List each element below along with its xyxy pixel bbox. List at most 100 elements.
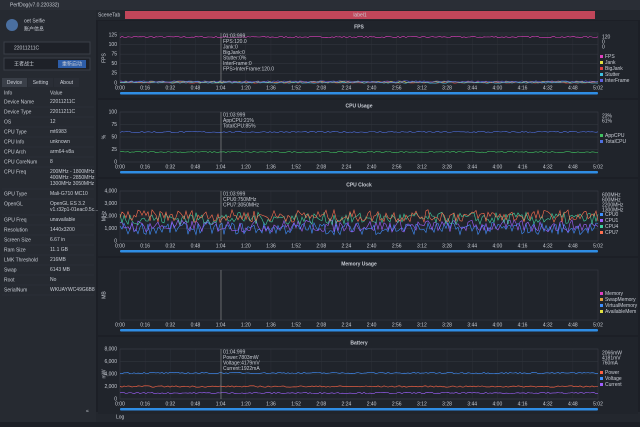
info-value: OpenGL ES 3.2 v1.r32p1-01eac0.5c... [50,201,98,213]
scrollbar[interactable] [120,92,598,95]
x-tick-label: 3:12 [417,401,427,407]
x-tick-label: 1:20 [241,243,251,249]
current-value: 2066mW [602,350,622,356]
tab[interactable] [28,78,53,87]
x-tick-label: 4:00 [493,322,503,328]
y-tick-label: 100 [109,42,118,48]
legend-swatch [600,383,603,386]
x-tick-label: 2:08 [316,322,326,328]
current-value: 4181mV [602,355,621,361]
info-key: Screen Size [4,237,31,243]
info-value: unavailable [50,217,76,223]
legend-swatch [600,304,603,307]
info-value: 8 [50,159,53,165]
scrollbar[interactable] [120,408,598,411]
x-tick-label: 1:36 [266,401,276,407]
axis-unit: % [101,134,107,139]
legend-label: VirtualMemory [605,303,638,309]
x-tick-label: 4:00 [493,85,503,91]
collapse-icon[interactable]: « [86,408,89,414]
x-tick-label: 4:32 [543,401,553,407]
x-tick-label: 1:04 [216,164,226,170]
legend-label: Stutter [605,72,620,78]
x-tick-label: 0:00 [115,243,125,249]
x-tick-label: 2:08 [316,401,326,407]
axis-unit: MHz [101,210,107,221]
tooltip-line: Voltage:4179mV [223,360,260,366]
info-key: Resolution [4,227,28,233]
legend-label: InterFrame [605,78,630,84]
axis-unit: mW [101,369,107,378]
x-tick-label: 2:56 [392,322,402,328]
info-key: Ram Size [4,247,26,253]
x-tick-label: 4:48 [568,243,578,249]
tab[interactable] [54,78,79,87]
x-tick-label: 2:56 [392,243,402,249]
scrollbar[interactable] [120,171,598,174]
x-tick-label: 2:08 [316,85,326,91]
tab[interactable] [2,78,27,87]
scrollbar[interactable] [120,250,598,253]
info-key: OS [4,119,12,125]
x-tick-label: 4:48 [568,164,578,170]
x-tick-label: 5:02 [593,401,603,407]
x-tick-label: 4:00 [493,243,503,249]
x-tick-label: 3:44 [467,322,477,328]
legend-label: CPU0 [605,212,619,218]
info-value: unknown [50,139,70,145]
info-value: No [50,277,57,283]
x-tick-label: 4:16 [518,164,528,170]
x-tick-label: 0:00 [115,85,125,91]
log-label[interactable]: Log [116,414,125,420]
scrollbar[interactable] [120,329,598,332]
restart-button[interactable] [58,60,86,68]
x-tick-label: 3:12 [417,164,427,170]
legend-label: CPU1 [605,218,619,224]
y-tick-label: 50 [111,61,117,67]
x-tick-label: 2:40 [367,164,377,170]
info-value: arm64-v8a [50,149,74,155]
x-tick-label: 1:04 [216,401,226,407]
x-tick-label: 0:48 [191,322,201,328]
x-tick-label: 4:32 [543,85,553,91]
x-tick-label: 4:32 [543,243,553,249]
chart-panel [98,258,638,335]
x-tick-label: 2:24 [342,164,352,170]
x-tick-label: 3:44 [467,401,477,407]
x-tick-label: 1:04 [216,243,226,249]
tooltip-line: Jank:0 [223,44,238,50]
x-tick-label: 1:36 [266,322,276,328]
trace [119,208,599,224]
info-value: mt6983 [50,129,67,135]
info-key: CPU CoreNum [4,159,37,165]
x-tick-label: 2:40 [367,243,377,249]
x-tick-label: 5:02 [593,164,603,170]
x-tick-label: 4:16 [518,322,528,328]
avatar [6,19,18,31]
x-tick-label: 1:52 [291,164,301,170]
x-tick-label: 0:16 [140,164,150,170]
x-tick-label: 2:40 [367,85,377,91]
y-tick-label: 6,000 [104,359,117,365]
x-tick-label: 5:02 [593,322,603,328]
tooltip-line: TotalCPU:85% [223,123,256,129]
x-tick-label: 1:52 [291,322,301,328]
legend-label: SwapMemory [605,297,636,303]
info-value: 216MB [50,257,67,263]
y-tick-label: 125 [109,32,118,38]
scene-tab[interactable]: SceneTab [98,12,120,18]
y-tick-label: 8,000 [104,346,117,352]
restart-label: 重新启动 [62,60,82,67]
info-key: Device Name [4,99,34,105]
legend-swatch [600,213,603,216]
x-tick-label: 4:32 [543,164,553,170]
tooltip-line: AppCPU:21% [223,118,254,124]
y-tick-label: 0 [114,238,117,244]
x-tick-label: 2:40 [367,322,377,328]
device-select[interactable] [3,41,91,55]
info-key: GPU Freq [4,217,27,223]
x-tick-label: 3:12 [417,322,427,328]
legend-label: FPS [605,54,615,60]
x-tick-label: 2:56 [392,85,402,91]
